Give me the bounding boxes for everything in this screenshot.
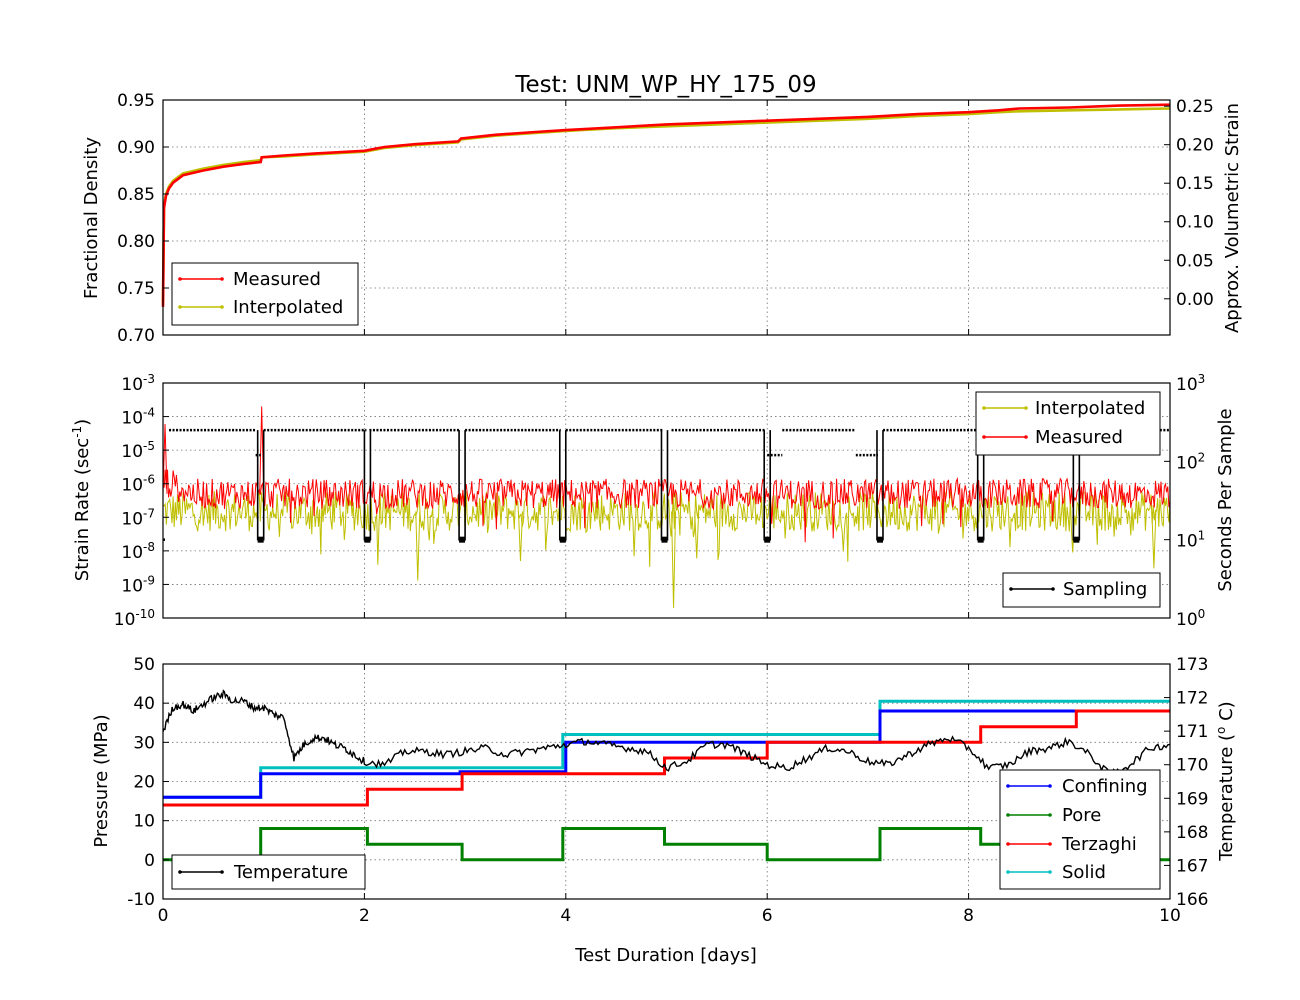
pressure-plot-area bbox=[162, 689, 1171, 862]
y2-tick-label: 171 bbox=[1176, 722, 1208, 742]
legend-solid-label: Solid bbox=[1062, 862, 1106, 883]
strain-spike bbox=[162, 424, 168, 494]
density-ylabel: Fractional Density bbox=[81, 137, 102, 299]
strain-spike bbox=[694, 511, 700, 559]
sampling-dip-marker bbox=[257, 536, 264, 543]
y2-tick-label: 0.05 bbox=[1176, 251, 1214, 271]
pressure-ylabel: Pressure (MPa) bbox=[91, 714, 112, 847]
legend-interpolated-label-2: Interpolated bbox=[1035, 398, 1145, 419]
sampling-dip-marker bbox=[1073, 536, 1080, 543]
x-tick-label: 0 bbox=[158, 906, 169, 926]
sampling-dip-marker bbox=[559, 536, 566, 543]
legend-interpolated-label: Interpolated bbox=[233, 297, 343, 318]
seconds-per-sample-ylabel: Seconds Per Sample bbox=[1215, 408, 1236, 591]
density-ticks: 0.70 0.75 0.80 0.85 0.90 0.95 0.00 0.05 0.10 0.15… bbox=[117, 91, 1214, 346]
y2-tick-label: 170 bbox=[1176, 756, 1208, 776]
pressure-series-pore bbox=[163, 827, 1170, 862]
strain-spike bbox=[415, 511, 421, 581]
sampling-dip-marker bbox=[764, 536, 771, 543]
legend-measured-label-2: Measured bbox=[1035, 427, 1123, 448]
y2-tick-label: 102 bbox=[1176, 450, 1205, 473]
y-tick-label: 10-10 bbox=[114, 607, 155, 630]
x-tick-label: 4 bbox=[560, 906, 571, 926]
strain-rate-panel: 10-10 10-9 10-8 10-7 10-6 10-5 10-4 10-3 100 101 1… bbox=[70, 372, 1236, 630]
x-tick-label: 8 bbox=[963, 906, 974, 926]
y-tick-label: 10-6 bbox=[121, 473, 155, 496]
legend-temperature-label: Temperature bbox=[233, 862, 348, 883]
y2-tick-label: 166 bbox=[1176, 890, 1208, 910]
y-tick-label: 0.90 bbox=[117, 138, 155, 158]
y-tick-label: 0.80 bbox=[117, 232, 155, 252]
y2-tick-label: 0.20 bbox=[1176, 136, 1214, 156]
x-tick-label: 6 bbox=[762, 906, 773, 926]
y-tick-label: 10-5 bbox=[121, 439, 155, 462]
strain-rate-legend-lower: Sampling bbox=[1002, 572, 1161, 608]
temperature-ylabel: Temperature (o C) bbox=[1214, 701, 1237, 861]
y-tick-label: 10-7 bbox=[121, 506, 155, 529]
pressure-panel: 0 2 4 6 8 10-10010203040501661671681691701711… bbox=[91, 655, 1237, 966]
density-panel: 0.70 0.75 0.80 0.85 0.90 0.95 0.00 0.05 0.10 0.15… bbox=[81, 91, 1243, 346]
pressure-ticks: 0 2 4 6 8 10-10010203040501661671681691701711… bbox=[127, 655, 1208, 926]
y-tick-label: 0.70 bbox=[117, 326, 155, 346]
strain-rate-legend-upper: Interpolated Measured bbox=[975, 391, 1161, 456]
y-tick-label: 30 bbox=[133, 733, 155, 753]
strain-rate-ylabel: Strain Rate (sec-1) bbox=[70, 419, 93, 581]
legend-measured-label: Measured bbox=[233, 269, 321, 290]
y-tick-label: 0 bbox=[144, 851, 155, 871]
y2-tick-label: 169 bbox=[1176, 789, 1208, 809]
density-series-measured bbox=[161, 103, 1171, 307]
y-tick-label: 50 bbox=[133, 655, 155, 675]
y-tick-label: 10-8 bbox=[121, 540, 155, 563]
y2-tick-label: 172 bbox=[1176, 689, 1208, 709]
strain-spike bbox=[517, 511, 523, 561]
strain-rate-ticks: 10-10 10-9 10-8 10-7 10-6 10-5 10-4 10-3 100 101 1… bbox=[114, 372, 1206, 630]
volumetric-strain-ylabel: Approx. Volumetric Strain bbox=[1222, 103, 1243, 333]
sampling-dip-marker bbox=[876, 536, 883, 543]
sampling-dip-marker bbox=[977, 536, 984, 543]
strain-spike bbox=[671, 511, 677, 608]
y-tick-label: 20 bbox=[133, 773, 155, 793]
sampling-dip-marker bbox=[364, 536, 371, 543]
x-tick-label: 10 bbox=[1159, 906, 1181, 926]
y2-tick-label: 168 bbox=[1176, 823, 1208, 843]
density-plot-area bbox=[161, 103, 1171, 307]
strain-series-measured bbox=[162, 469, 1171, 543]
strain-spike bbox=[1151, 511, 1157, 569]
pressure-series-terzaghi bbox=[163, 709, 1170, 807]
y2-tick-label: 0.10 bbox=[1176, 213, 1214, 233]
pressure-series-confining bbox=[163, 709, 1170, 799]
legend-pore-label: Pore bbox=[1062, 805, 1101, 826]
y-tick-label: -10 bbox=[127, 890, 155, 910]
y2-tick-label: 101 bbox=[1176, 529, 1205, 552]
pressure-xlabel: Test Duration [days] bbox=[574, 945, 757, 966]
y-tick-label: 0.95 bbox=[117, 91, 155, 111]
legend-confining-label: Confining bbox=[1062, 776, 1148, 797]
y2-tick-label: 0.25 bbox=[1176, 97, 1214, 117]
pressure-legend-left: Temperature bbox=[171, 854, 366, 890]
density-legend: Measured Interpolated bbox=[171, 262, 359, 326]
y2-tick-label: 0.15 bbox=[1176, 174, 1214, 194]
y2-tick-label: 100 bbox=[1176, 607, 1205, 630]
sampling-dip-marker bbox=[459, 536, 466, 543]
y2-tick-label: 167 bbox=[1176, 856, 1208, 876]
legend-sampling-label: Sampling bbox=[1063, 579, 1147, 600]
y-tick-label: 0.75 bbox=[117, 279, 155, 299]
chart-title: Test: UNM_WP_HY_175_09 bbox=[514, 72, 816, 98]
temperature-series bbox=[162, 689, 1171, 778]
y2-tick-label: 0.00 bbox=[1176, 290, 1214, 310]
y2-tick-label: 103 bbox=[1176, 372, 1205, 395]
legend-terzaghi-label: Terzaghi bbox=[1061, 834, 1137, 855]
sampling-dip-marker bbox=[661, 536, 668, 543]
y-tick-label: 10-9 bbox=[121, 573, 155, 596]
y-tick-label: 0.85 bbox=[117, 185, 155, 205]
y-tick-label: 10-4 bbox=[121, 406, 155, 429]
pressure-legend-right: Confining Pore Terzaghi Solid bbox=[999, 769, 1161, 890]
y-tick-label: 40 bbox=[133, 694, 155, 714]
y-tick-label: 10 bbox=[133, 812, 155, 832]
x-tick-label: 2 bbox=[359, 906, 370, 926]
y-tick-label: 10-3 bbox=[121, 372, 155, 395]
y2-tick-label: 173 bbox=[1176, 655, 1208, 675]
strain-rate-plot-area bbox=[162, 406, 1171, 608]
